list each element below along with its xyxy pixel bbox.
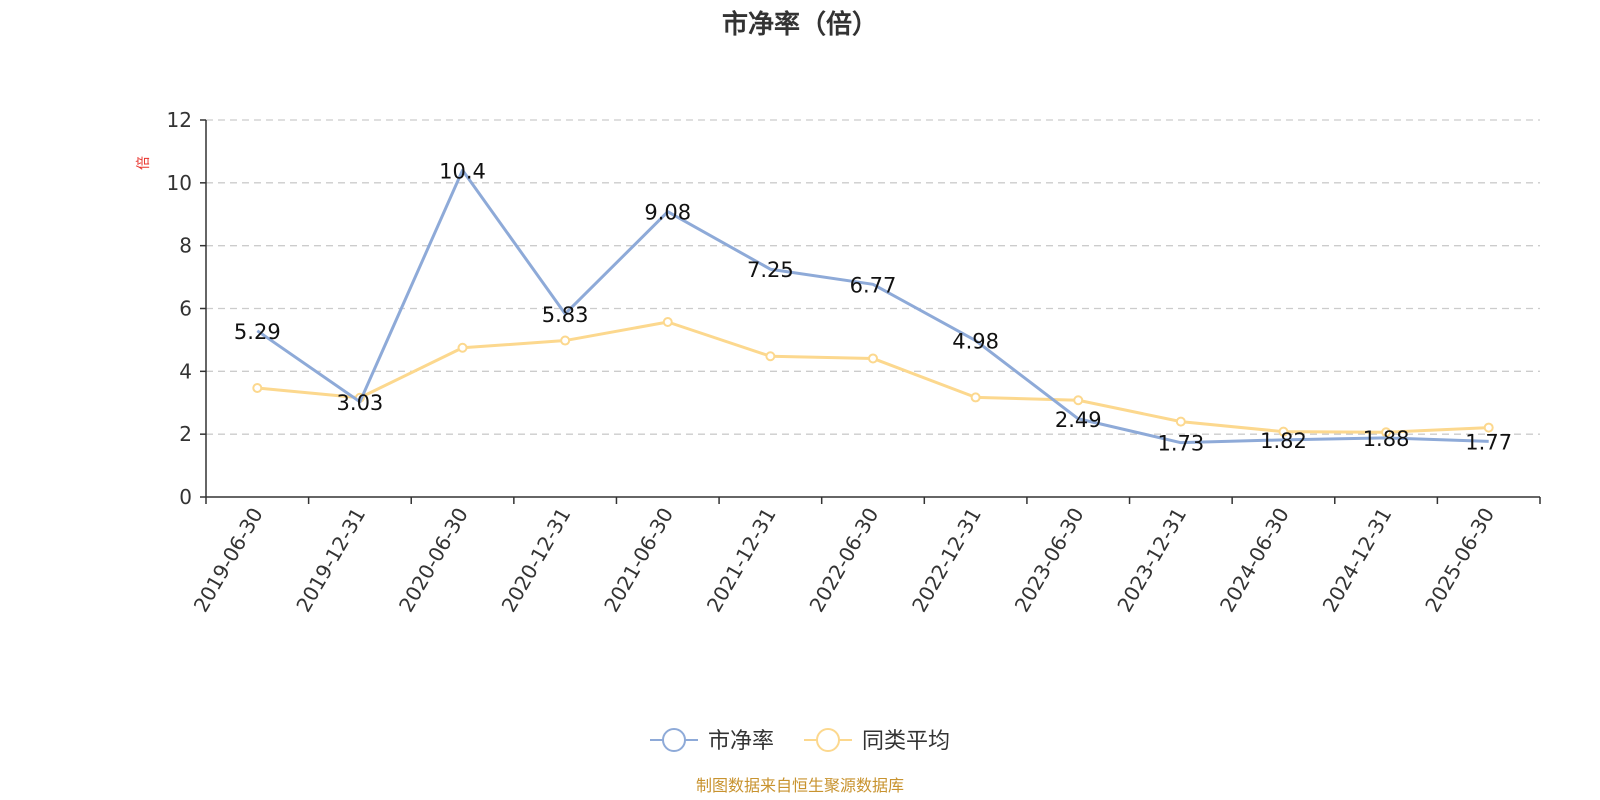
y-tick-label: 10: [167, 171, 192, 195]
series-layer: [252, 168, 1494, 445]
data-label: 1.73: [1157, 432, 1204, 456]
avg-point: [457, 342, 468, 353]
x-tick-label: 2022-06-30: [804, 504, 883, 617]
x-tick-label: 2022-12-31: [907, 504, 986, 617]
avg-point: [765, 351, 776, 362]
x-tick-label: 2024-06-30: [1215, 504, 1294, 617]
data-label: 6.77: [850, 273, 897, 297]
x-tick-label: 2023-12-31: [1112, 504, 1191, 617]
avg-point: [970, 392, 981, 403]
source-note: 制图数据来自恒生聚源数据库: [695, 776, 904, 795]
data-label: 5.83: [542, 303, 589, 327]
x-tick-label: 2020-06-30: [394, 504, 473, 617]
legend-label: 市净率: [708, 729, 774, 754]
label-layer: 5.29 3.03 10.4 5.83 9.08 7.25 6.77 4.98 2.49 1.73…: [234, 159, 1512, 455]
x-tick-label: 2023-06-30: [1010, 504, 1089, 617]
x-tick-label: 2024-12-31: [1318, 504, 1397, 617]
series-line-pb: [256, 168, 1489, 445]
y-tick-label: 0: [179, 485, 192, 509]
legend-marker: [662, 728, 686, 752]
avg-point: [662, 317, 673, 328]
x-tick-label: 2021-06-30: [599, 504, 678, 617]
y-tick-label: 4: [179, 359, 192, 383]
axis-layer: 0 2 4 6 8 10 12 倍 2019-06-30 2019-12-31 2020-06-30…: [136, 108, 1541, 617]
avg-point: [1381, 427, 1392, 438]
data-label: 7.25: [747, 258, 794, 282]
legend-marker: [816, 728, 840, 752]
avg-point: [1073, 395, 1084, 406]
legend-label: 同类平均: [862, 729, 950, 754]
y-tick-label: 6: [179, 297, 192, 321]
x-tick-label: 2020-12-31: [497, 504, 576, 617]
data-label: 1.82: [1260, 429, 1307, 453]
data-label: 1.88: [1363, 427, 1410, 451]
legend[interactable]: 市净率 同类平均: [650, 728, 950, 754]
avg-point: [868, 353, 878, 364]
avg-point: [1483, 422, 1494, 433]
avg-point: [560, 335, 571, 346]
data-label: 3.03: [337, 391, 384, 415]
series-line-avg: [257, 320, 1489, 434]
x-tick-label: 2019-12-31: [291, 504, 370, 617]
data-label: 10.4: [439, 159, 486, 183]
data-label: 2.49: [1055, 408, 1102, 432]
data-label: 1.77: [1465, 430, 1512, 454]
data-label: 9.08: [644, 201, 691, 225]
x-tick-label: 2025-06-30: [1420, 504, 1499, 617]
y-tick-label: 8: [179, 234, 192, 258]
avg-point: [1175, 416, 1186, 427]
legend-item-avg[interactable]: 同类平均: [804, 728, 950, 754]
y-tick-label: 2: [179, 422, 192, 446]
data-label: 5.29: [234, 320, 281, 344]
x-tick-label: 2021-12-31: [702, 504, 781, 617]
avg-point: [1278, 426, 1289, 437]
y-tick-label: 12: [167, 108, 192, 132]
avg-point: [252, 382, 263, 393]
y-axis-unit-label: 倍: [136, 156, 152, 170]
chart-title: 市净率（倍）: [721, 10, 878, 40]
legend-item-pb[interactable]: 市净率: [650, 728, 774, 754]
data-label: 4.98: [952, 330, 999, 354]
x-tick-label: 2019-06-30: [189, 504, 268, 617]
